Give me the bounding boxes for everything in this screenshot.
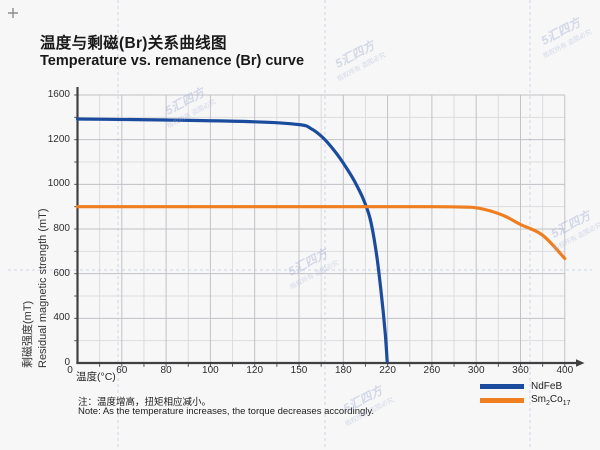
y-axis-title-zh: 剩磁强度(mT) [22,300,34,368]
x-axis-arrow-icon [576,359,585,367]
plus-mark-icon [8,8,18,18]
x-tick-label: 220 [379,364,396,376]
legend-item-sm2co17: Sm2Co17 [480,393,571,407]
x-tick-label: 120 [246,364,264,376]
x-axis-line [76,359,585,367]
x-tick-label: 60 [116,364,128,376]
y-tick-label: 0 [64,357,70,368]
sm2co17-curve [75,205,567,261]
x-tick-label: 0 [67,364,73,376]
page-title-en: Temperature vs. remanence (Br) curve [40,53,305,69]
y-tick-label: 400 [53,312,70,324]
ndfeb-curve [75,117,389,363]
note-en: Note: As the temperature increases, the … [78,406,375,417]
x-tick-label: 360 [512,364,529,376]
legend-label-sm2co17: Sm2Co17 [531,393,571,407]
page-title-zh: 温度与剩磁(Br)关系曲线图 [40,35,227,52]
y-tick-label: 1200 [47,133,70,145]
x-tick-label: 260 [423,364,441,376]
x-tick-label: 80 [160,364,172,376]
note-zh: 注：温度增高，扭矩相应减小。 [78,397,212,408]
grid-major-lines [77,94,566,363]
legend-label-ndfeb: NdFeB [531,380,563,392]
legend: NdFeB Sm2Co17 [480,381,571,409]
sm2co17-swatch [480,397,524,403]
y-tick-label: 1600 [47,88,70,100]
x-tick-label: 180 [334,364,352,376]
x-tick-label: 400 [556,364,574,376]
x-tick-label: 300 [467,364,485,376]
y-tick-label: 1000 [47,178,70,190]
x-tick-label: 100 [202,364,219,376]
x-tick-label: 150 [290,364,308,376]
dashed-guide-lines [8,0,592,450]
y-tick-label: 600 [53,267,70,279]
y-tick-label: 800 [53,222,70,234]
ndfeb-swatch [480,383,524,389]
x-axis-title: 温度(°C) [76,371,116,383]
legend-item-ndfeb: NdFeB [480,380,571,392]
